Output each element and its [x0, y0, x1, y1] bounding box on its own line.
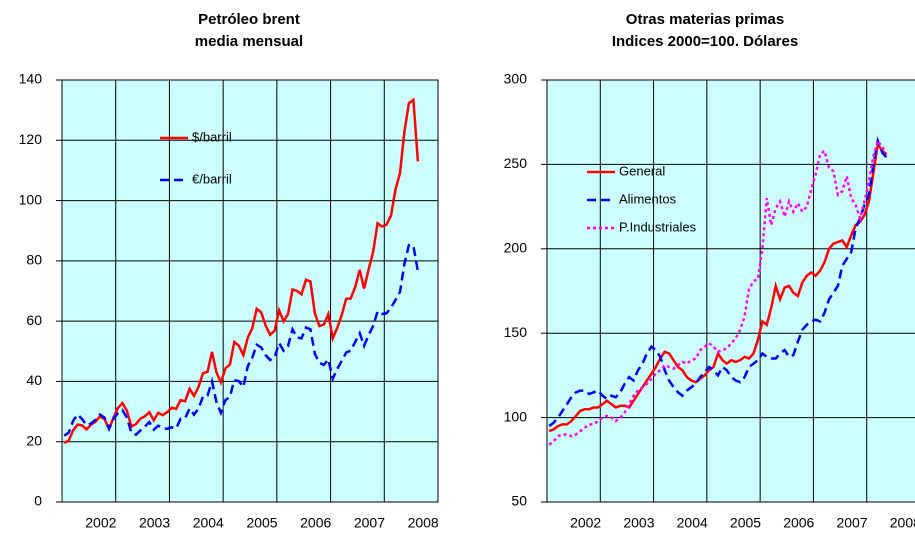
- y-tick-label: 100: [19, 191, 43, 207]
- x-tick-label: 2002: [85, 515, 116, 531]
- y-tick-label: 50: [511, 493, 527, 509]
- x-tick-label: 2007: [836, 515, 867, 531]
- y-tick-label: 100: [504, 408, 528, 424]
- chart-title: Petróleo brent: [198, 11, 300, 28]
- y-tick-label: 40: [26, 372, 42, 388]
- chart-subtitle: media mensual: [195, 33, 303, 50]
- legend-label: Alimentos: [619, 191, 677, 206]
- x-tick-label: 2003: [623, 515, 654, 531]
- y-tick-label: 20: [26, 432, 42, 448]
- y-tick-label: 140: [19, 71, 43, 87]
- legend-label: $/barril: [192, 129, 232, 144]
- line: [63, 97, 420, 445]
- x-tick-label: 2005: [246, 515, 277, 531]
- legend-label: General: [619, 163, 665, 178]
- chart-title: Otras materias primas: [626, 11, 784, 28]
- x-tick-label: 2004: [193, 515, 224, 531]
- y-tick-label: 200: [504, 240, 528, 256]
- chart-subtitle: Indices 2000=100. Dólares: [612, 33, 798, 50]
- x-tick-label: 2007: [354, 515, 385, 531]
- y-tick-label: 300: [504, 71, 528, 87]
- line: [548, 140, 888, 433]
- y-tick-label: 60: [26, 312, 42, 328]
- x-tick-label: 2004: [677, 515, 708, 531]
- x-tick-label: 2008: [890, 515, 915, 531]
- x-tick-label: 2008: [408, 515, 439, 531]
- y-tick-label: 0: [34, 493, 42, 509]
- plot-area: [61, 79, 439, 503]
- x-tick-label: 2006: [300, 515, 331, 531]
- y-tick-label: 150: [504, 324, 528, 340]
- line: [548, 136, 888, 428]
- x-tick-label: 2002: [570, 515, 601, 531]
- plot-area: [546, 79, 915, 503]
- x-tick-label: 2006: [783, 515, 814, 531]
- y-tick-label: 80: [26, 252, 42, 268]
- x-tick-label: 2005: [730, 515, 761, 531]
- line: [63, 243, 420, 437]
- legend-label: €/barril: [192, 171, 232, 186]
- legend-label: P.Industriales: [619, 219, 697, 234]
- y-tick-label: 120: [19, 131, 43, 147]
- x-tick-label: 2003: [139, 515, 170, 531]
- y-tick-label: 250: [504, 155, 528, 171]
- line: [548, 137, 888, 446]
